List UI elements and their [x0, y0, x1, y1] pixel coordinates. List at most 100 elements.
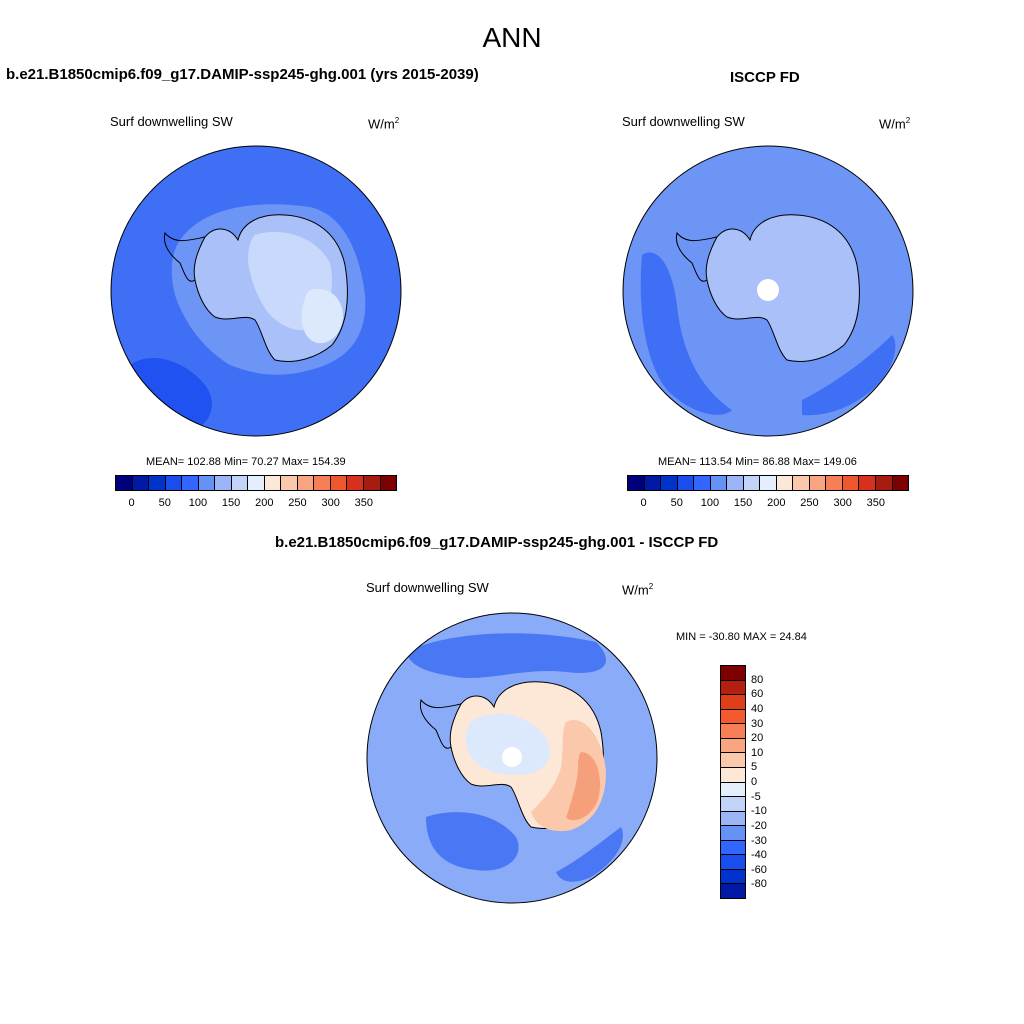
- colorbar-swatch: [809, 476, 827, 490]
- colorbar-tick-label: 150: [221, 497, 241, 509]
- diff-negative-region-north: [406, 633, 606, 679]
- colorbar-swatch: [182, 476, 199, 490]
- colorbar-swatch: [314, 476, 331, 490]
- colorbar-swatch: [875, 476, 893, 490]
- colorbar-swatch: [721, 767, 745, 783]
- colorbar-swatch: [721, 811, 745, 827]
- colorbar-tick-label: 150: [733, 497, 753, 509]
- colorbar-tick-label: 0: [128, 497, 135, 509]
- colorbar-swatch: [892, 476, 909, 490]
- colorbar-tick-label: 50: [670, 497, 683, 509]
- diff-stats: MIN = -30.80 MAX = 24.84: [676, 631, 807, 643]
- colorbar-swatch: [776, 476, 794, 490]
- colorbar-swatch: [380, 476, 397, 490]
- colorbar-tick-label: 250: [800, 497, 819, 509]
- colorbar-tick-label: 300: [321, 497, 340, 509]
- colorbar-swatch: [743, 476, 761, 490]
- colorbar-swatch: [198, 476, 216, 490]
- colorbar-tick-label: 250: [288, 497, 307, 509]
- colorbar-swatch: [677, 476, 695, 490]
- diff-colorbar: [720, 665, 746, 899]
- colorbar-swatch: [231, 476, 249, 490]
- model-antarctic-peninsula: [163, 231, 206, 282]
- colorbar-swatch: [721, 680, 745, 696]
- colorbar-tick-label: 350: [866, 497, 885, 509]
- model-polar-map: [110, 145, 402, 437]
- diff-panel-title: b.e21.B1850cmip6.f09_g17.DAMIP-ssp245-gh…: [275, 534, 719, 551]
- colorbar-swatch: [721, 826, 745, 841]
- model-stats: MEAN= 102.88 Min= 70.27 Max= 154.39: [146, 456, 346, 468]
- colorbar-swatch: [721, 666, 745, 681]
- obs-panel-title: ISCCP FD: [730, 69, 800, 86]
- model-colorbar-ticks: 0 50 100 150 200 250 300 350: [115, 497, 397, 511]
- obs-low-sw-band-south: [802, 335, 896, 416]
- obs-antarctic-peninsula: [675, 231, 718, 282]
- colorbar-swatch: [721, 724, 745, 739]
- colorbar-swatch: [721, 869, 745, 885]
- colorbar-tick-label: 200: [767, 497, 786, 509]
- diff-polar-data-gap: [502, 747, 522, 767]
- obs-polar-map: [622, 145, 914, 437]
- colorbar-tick-label: 60: [751, 688, 764, 701]
- colorbar-swatch: [721, 709, 745, 725]
- colorbar-swatch: [842, 476, 860, 490]
- colorbar-swatch: [721, 753, 745, 768]
- colorbar-tick-label: 350: [354, 497, 373, 509]
- colorbar-swatch: [347, 476, 364, 490]
- diff-polar-map: [366, 612, 658, 904]
- colorbar-tick-label: -5: [751, 790, 761, 803]
- diff-negative-region-southeast: [556, 827, 623, 882]
- obs-polar-data-gap: [757, 279, 779, 301]
- colorbar-tick-label: 40: [751, 702, 764, 715]
- colorbar-swatch: [721, 840, 745, 856]
- model-high-sw-region: [301, 288, 343, 344]
- colorbar-swatch: [165, 476, 183, 490]
- colorbar-swatch: [149, 476, 166, 490]
- model-colorbar: [115, 475, 397, 491]
- colorbar-swatch: [628, 476, 645, 490]
- obs-low-sw-band-west: [640, 252, 732, 415]
- colorbar-swatch: [363, 476, 381, 490]
- colorbar-swatch: [721, 797, 745, 812]
- colorbar-swatch: [248, 476, 265, 490]
- colorbar-swatch: [661, 476, 678, 490]
- colorbar-tick-label: 10: [751, 746, 764, 759]
- diff-colorbar-ticks: 80 60 40 30 20 10 5 0 -5 -10 -20 -30 -40 -60 -80: [751, 665, 791, 899]
- colorbar-tick-label: 300: [833, 497, 852, 509]
- colorbar-swatch: [330, 476, 348, 490]
- colorbar-swatch: [721, 782, 745, 798]
- diff-strong-positive-region-east: [566, 752, 601, 821]
- colorbar-tick-label: 100: [188, 497, 208, 509]
- colorbar-tick-label: 200: [255, 497, 274, 509]
- diff-central-negative-region: [465, 713, 550, 775]
- obs-variable-label: Surf downwelling SW: [622, 114, 745, 129]
- colorbar-swatch: [721, 695, 745, 710]
- colorbar-tick-label: 0: [751, 776, 758, 788]
- colorbar-tick-label: 50: [158, 497, 171, 509]
- model-panel-title: b.e21.B1850cmip6.f09_g17.DAMIP-ssp245-gh…: [6, 66, 479, 83]
- diff-units-label: W/m2: [622, 582, 654, 598]
- colorbar-swatch: [132, 476, 150, 490]
- colorbar-tick-label: -10: [751, 805, 767, 818]
- colorbar-tick-label: -60: [751, 863, 767, 876]
- colorbar-swatch: [793, 476, 810, 490]
- colorbar-swatch: [694, 476, 711, 490]
- obs-stats: MEAN= 113.54 Min= 86.88 Max= 149.06: [658, 456, 857, 468]
- colorbar-swatch: [297, 476, 315, 490]
- diff-variable-label: Surf downwelling SW: [366, 580, 489, 595]
- colorbar-swatch: [215, 476, 232, 490]
- colorbar-swatch: [826, 476, 843, 490]
- obs-colorbar: [627, 475, 909, 491]
- model-units-label: W/m2: [368, 116, 400, 132]
- colorbar-swatch: [721, 884, 745, 898]
- colorbar-swatch: [859, 476, 876, 490]
- obs-units-label: W/m2: [879, 116, 911, 132]
- model-variable-label: Surf downwelling SW: [110, 114, 233, 129]
- colorbar-tick-label: -40: [751, 849, 767, 862]
- figure-title: ANN: [482, 22, 542, 53]
- colorbar-swatch: [727, 476, 744, 490]
- obs-colorbar-ticks: 0 50 100 150 200 250 300 350: [627, 497, 909, 511]
- colorbar-swatch: [264, 476, 282, 490]
- colorbar-tick-label: 100: [700, 497, 720, 509]
- colorbar-tick-label: -20: [751, 819, 767, 832]
